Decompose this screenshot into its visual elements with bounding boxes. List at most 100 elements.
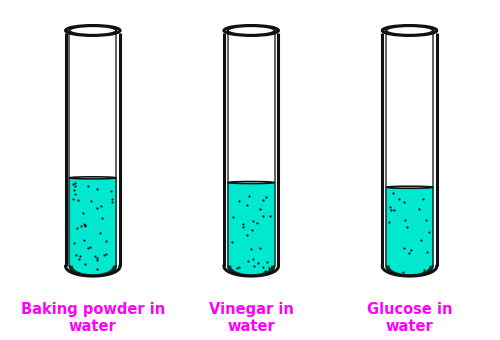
Point [81,261,89,267]
Point [422,217,430,223]
Point [250,219,258,224]
Polygon shape [70,266,116,276]
Point [102,238,110,243]
Point [386,220,394,225]
Point [92,266,100,272]
Point [98,204,106,209]
Point [90,254,98,259]
Point [96,230,104,236]
Point [87,199,95,204]
Point [417,237,425,243]
Point [246,246,254,251]
Point [72,253,80,258]
Point [108,200,116,205]
Point [258,198,266,203]
Point [395,196,403,201]
Point [400,199,407,205]
Point [76,223,84,229]
Point [72,180,80,186]
Ellipse shape [70,177,116,179]
Point [245,193,253,199]
Point [93,206,101,211]
Point [102,251,110,256]
Point [107,189,115,194]
Point [402,218,409,223]
Point [234,265,242,270]
Point [74,197,82,203]
Point [243,202,251,207]
Point [81,223,89,228]
Point [69,182,77,187]
Polygon shape [228,31,274,276]
Ellipse shape [228,26,274,35]
Point [402,225,410,230]
Point [71,184,79,189]
Point [387,207,395,212]
Polygon shape [228,266,274,276]
Point [260,268,268,273]
Point [405,251,413,256]
Point [70,241,78,246]
Ellipse shape [386,186,433,188]
Point [68,196,76,201]
Point [239,222,247,227]
Point [256,206,264,211]
Point [74,225,82,231]
Point [228,239,236,245]
Point [400,269,407,274]
Polygon shape [386,31,433,276]
Point [390,207,398,213]
Point [81,222,89,228]
Point [415,206,423,212]
Polygon shape [386,266,433,276]
Point [253,221,261,226]
Point [263,259,271,264]
Point [94,258,102,263]
Point [407,247,415,252]
Polygon shape [70,31,116,276]
Ellipse shape [382,26,437,35]
Point [420,267,428,272]
Point [266,265,274,271]
Point [426,230,434,235]
Point [262,194,270,200]
Ellipse shape [228,182,274,184]
Ellipse shape [70,26,116,35]
Point [93,186,101,191]
Ellipse shape [66,26,120,35]
Point [71,191,79,197]
Point [70,187,78,193]
Polygon shape [228,183,274,276]
Point [259,214,267,219]
Point [100,252,108,258]
Point [389,191,397,196]
Point [244,258,252,264]
Text: Baking powder in
water: Baking powder in water [20,302,165,334]
Point [400,245,408,251]
Point [75,256,83,261]
Point [249,257,257,262]
Point [84,184,92,189]
Ellipse shape [386,26,433,35]
Point [229,214,237,219]
Point [233,266,241,271]
Point [86,244,94,249]
Point [93,255,101,260]
Point [98,216,106,221]
Point [80,221,88,226]
Point [250,263,258,269]
Polygon shape [70,178,116,276]
Point [239,224,247,230]
Point [79,210,87,215]
Point [418,197,426,202]
Point [386,204,394,209]
Ellipse shape [224,26,278,35]
Point [254,260,262,266]
Point [235,198,243,204]
Point [248,228,256,233]
Polygon shape [386,187,433,276]
Point [422,250,430,255]
Text: Glucose in
water: Glucose in water [367,302,452,334]
Point [260,265,268,270]
Point [80,237,88,242]
